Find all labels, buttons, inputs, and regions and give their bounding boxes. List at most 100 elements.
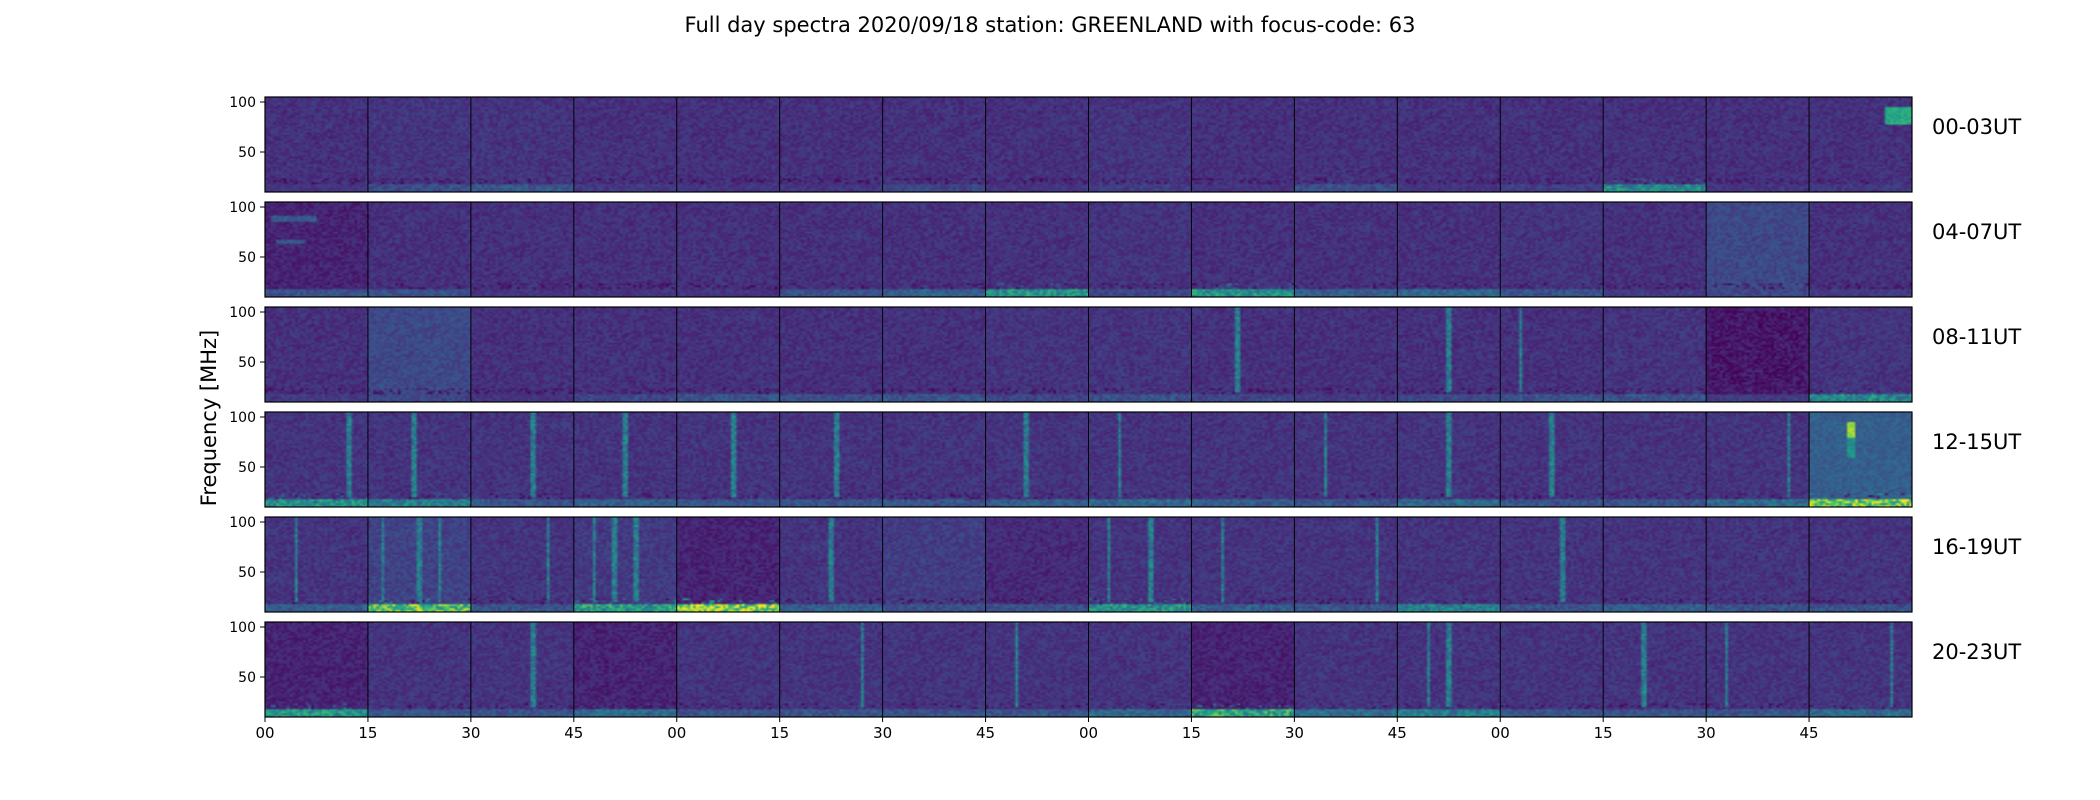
- y-tick-label: 50: [238, 670, 256, 686]
- x-tick-label: 45: [1388, 724, 1407, 742]
- spectrum-panel: [1500, 622, 1604, 717]
- spectrum-panel: [985, 202, 1089, 297]
- spectrum-panel: [676, 202, 780, 297]
- spectrum-panel: [882, 307, 986, 402]
- y-tick-label: 50: [238, 565, 256, 581]
- spectrum-panel: [1088, 517, 1192, 612]
- spectrum-panel: [1088, 307, 1192, 402]
- spectrum-panel: [1603, 202, 1707, 297]
- spectrum-panel: [985, 307, 1089, 402]
- spectrum-panel: [1294, 517, 1398, 612]
- row-frame: [264, 201, 1913, 298]
- spectrum-panel: [1603, 97, 1707, 192]
- spectrum-panel: [1294, 307, 1398, 402]
- spectrum-panel: [367, 97, 471, 192]
- y-tick-label: 100: [229, 515, 256, 531]
- x-tick-label: 45: [564, 724, 583, 742]
- spectrum-panel: [1706, 97, 1810, 192]
- spectrum-panel: [1500, 517, 1604, 612]
- spectrum-panel: [676, 517, 780, 612]
- spectrum-panel: [1603, 622, 1707, 717]
- row-time-label: 00-03UT: [1932, 115, 2021, 139]
- x-tick-label: 45: [976, 724, 995, 742]
- spectrum-panel: [367, 622, 471, 717]
- y-tick-label: 50: [238, 145, 256, 161]
- spectra-row: 50 100 00-03UT: [229, 95, 2021, 193]
- spectrum-panel: [470, 97, 574, 192]
- spectrum-panel: [1706, 517, 1810, 612]
- spectrum-panel: [1191, 202, 1295, 297]
- x-tick-label: 30: [1697, 724, 1716, 742]
- y-tick-label: 100: [229, 620, 256, 636]
- spectrum-panel: [1706, 622, 1810, 717]
- spectra-row: 50 100 12-15UT: [229, 410, 2021, 508]
- spectrum-panel: [676, 97, 780, 192]
- spectrum-panel: [676, 307, 780, 402]
- spectrum-panel: [1397, 202, 1501, 297]
- spectrum-panel: [985, 517, 1089, 612]
- spectrum-panel: [676, 412, 780, 507]
- spectrum-panel: [470, 622, 574, 717]
- spectrum-panel: [265, 202, 368, 297]
- row-time-label: 20-23UT: [1932, 640, 2021, 664]
- spectrum-panel: [573, 202, 677, 297]
- spectrum-panel: [1809, 97, 1912, 192]
- spectrum-panel: [470, 412, 574, 507]
- spectrum-panel: [1603, 517, 1707, 612]
- spectrum-panel: [779, 412, 883, 507]
- x-tick-label: 00: [1079, 724, 1098, 742]
- spectrum-panel: [779, 622, 883, 717]
- y-tick-label: 50: [238, 355, 256, 371]
- spectrum-panel: [882, 97, 986, 192]
- spectrum-panel: [1397, 412, 1501, 507]
- x-tick-label: 15: [1182, 724, 1201, 742]
- spectrum-panel: [1397, 622, 1501, 717]
- spectrum-panel: [1397, 517, 1501, 612]
- spectrum-panel: [1191, 412, 1295, 507]
- spectrum-panel: [985, 622, 1089, 717]
- spectra-row: 50 100 16-19UT: [229, 515, 2021, 613]
- spectrum-panel: [573, 622, 677, 717]
- spectrum-panel: [1191, 307, 1295, 402]
- spectrum-panel: [1603, 307, 1707, 402]
- spectrum-panel: [1500, 202, 1604, 297]
- spectrum-panel: [1706, 202, 1810, 297]
- spectrum-panel: [1294, 622, 1398, 717]
- spectrum-panel: [1809, 307, 1912, 402]
- spectrum-panel: [1500, 97, 1604, 192]
- spectrum-panel: [1809, 517, 1912, 612]
- spectrum-panel: [573, 517, 677, 612]
- x-tick-label: 15: [358, 724, 377, 742]
- y-tick-label: 50: [238, 460, 256, 476]
- spectrum-panel: [573, 412, 677, 507]
- spectrum-panel: [367, 412, 471, 507]
- spectrum-panel: [1706, 307, 1810, 402]
- row-time-label: 16-19UT: [1932, 535, 2021, 559]
- spectrum-panel: [1294, 97, 1398, 192]
- spectrum-panel: [573, 307, 677, 402]
- spectrum-panel: [985, 97, 1089, 192]
- x-tick-label: 15: [1594, 724, 1613, 742]
- spectrum-panel: [1191, 97, 1295, 192]
- x-tick-label: 30: [461, 724, 480, 742]
- spectrum-panel: [1397, 97, 1501, 192]
- row-frame: [264, 306, 1913, 403]
- y-axis-label: Frequency [MHz]: [197, 330, 221, 506]
- x-tick-label: 30: [1285, 724, 1304, 742]
- row-time-label: 12-15UT: [1932, 430, 2021, 454]
- spectra-grid: 50 100 00-03UT 50 100 04-07UT 50 100 08-11UT 50 10…: [229, 95, 2021, 742]
- y-tick-label: 100: [229, 200, 256, 216]
- row-time-label: 08-11UT: [1932, 325, 2021, 349]
- spectrum-panel: [573, 97, 677, 192]
- spectrum-panel: [1191, 622, 1295, 717]
- spectrum-panel: [882, 622, 986, 717]
- spectrum-panel: [1397, 307, 1501, 402]
- spectrum-panel: [1809, 622, 1912, 717]
- spectrum-panel: [265, 307, 368, 402]
- spectrum-panel: [367, 202, 471, 297]
- spectrum-panel: [265, 412, 368, 507]
- spectrum-panel: [1500, 307, 1604, 402]
- spectrum-panel: [676, 622, 780, 717]
- row-frame: [264, 411, 1913, 508]
